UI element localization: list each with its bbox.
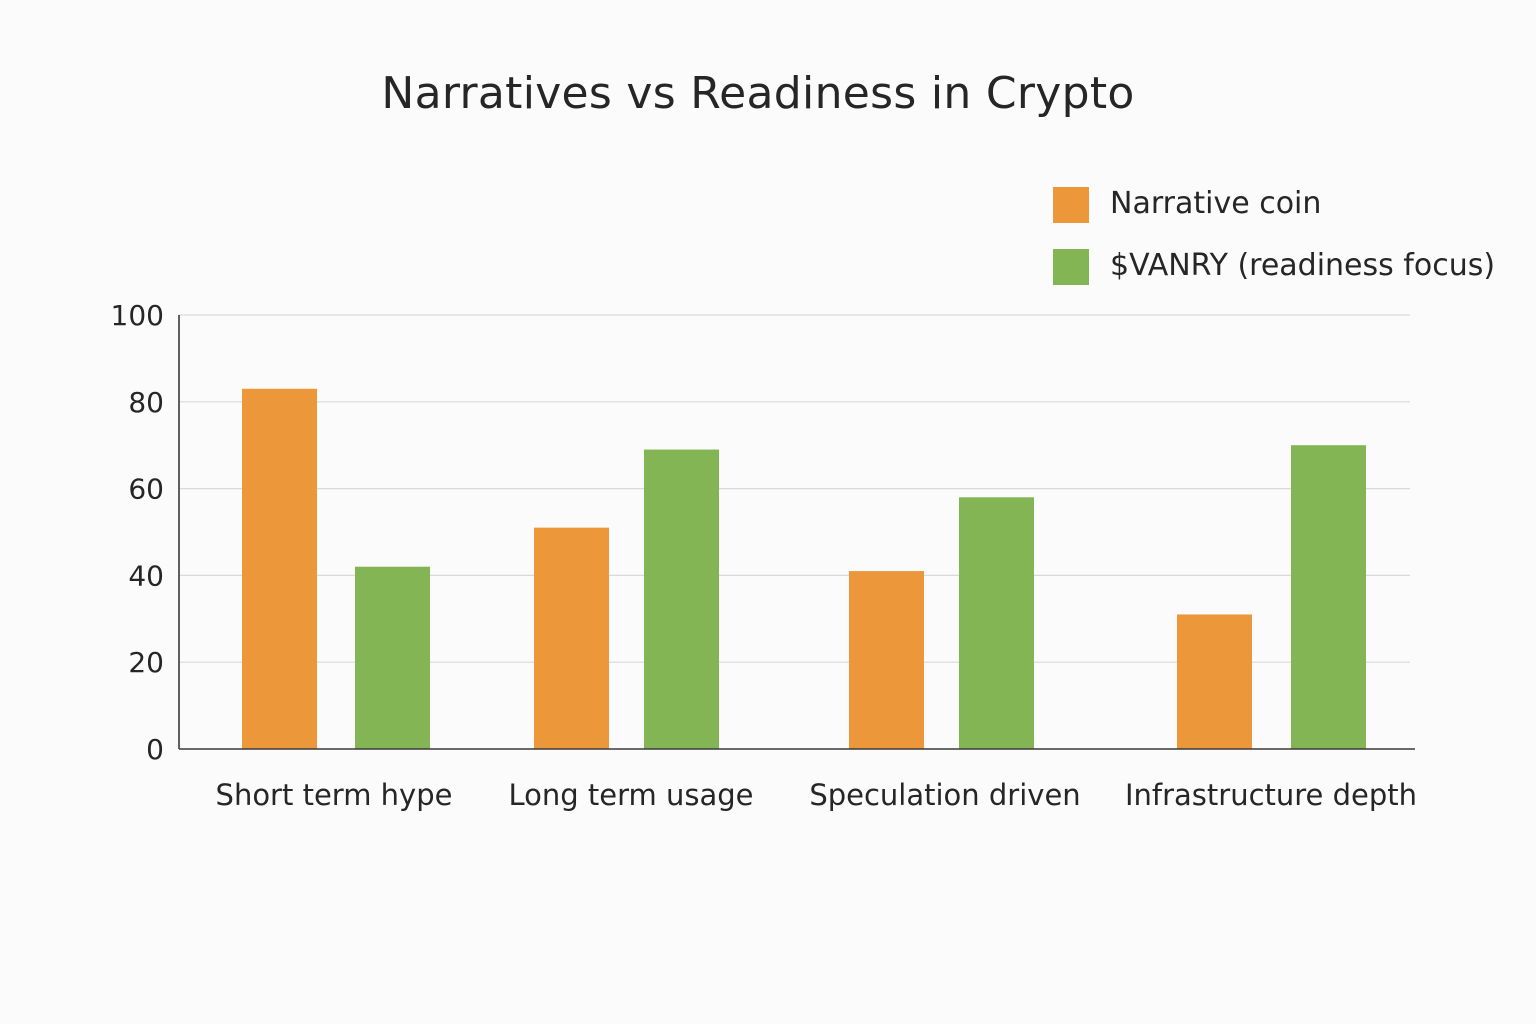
- y-tick-label-40: 40: [128, 559, 164, 592]
- bar-narrative-coin-1: [534, 527, 609, 749]
- y-axis-ticks: 0 20 40 60 80 100: [111, 299, 164, 766]
- bars: [242, 388, 1366, 749]
- y-tick-label-60: 60: [128, 473, 164, 506]
- axes: [178, 315, 1415, 750]
- legend-label-narrative-coin: Narrative coin: [1110, 186, 1322, 221]
- bar-vanry-2: [959, 497, 1034, 749]
- x-tick-label-0: Short term hype: [216, 778, 453, 812]
- x-tick-label-3: Infrastructure depth: [1125, 778, 1417, 812]
- x-axis-ticks: Short term hype Long term usage Speculatio…: [216, 778, 1418, 812]
- y-tick-label-20: 20: [128, 646, 164, 679]
- x-tick-label-1: Long term usage: [509, 778, 754, 812]
- bar-narrative-coin-3: [1177, 614, 1252, 749]
- bar-vanry-0: [355, 566, 430, 749]
- y-tick-label-80: 80: [128, 386, 164, 419]
- y-tick-label-100: 100: [111, 299, 164, 332]
- legend-swatch-vanry: [1053, 249, 1089, 285]
- bar-narrative-coin-0: [242, 388, 317, 749]
- y-tick-label-0: 0: [146, 733, 164, 766]
- legend-swatch-narrative-coin: [1053, 187, 1089, 223]
- bar-narrative-coin-2: [849, 571, 924, 749]
- bar-vanry-1: [644, 449, 719, 749]
- legend-label-vanry: $VANRY (readiness focus): [1110, 248, 1496, 283]
- chart-title: Narratives vs Readiness in Crypto: [381, 68, 1135, 119]
- x-tick-label-2: Speculation driven: [809, 778, 1080, 812]
- bar-vanry-3: [1291, 445, 1366, 749]
